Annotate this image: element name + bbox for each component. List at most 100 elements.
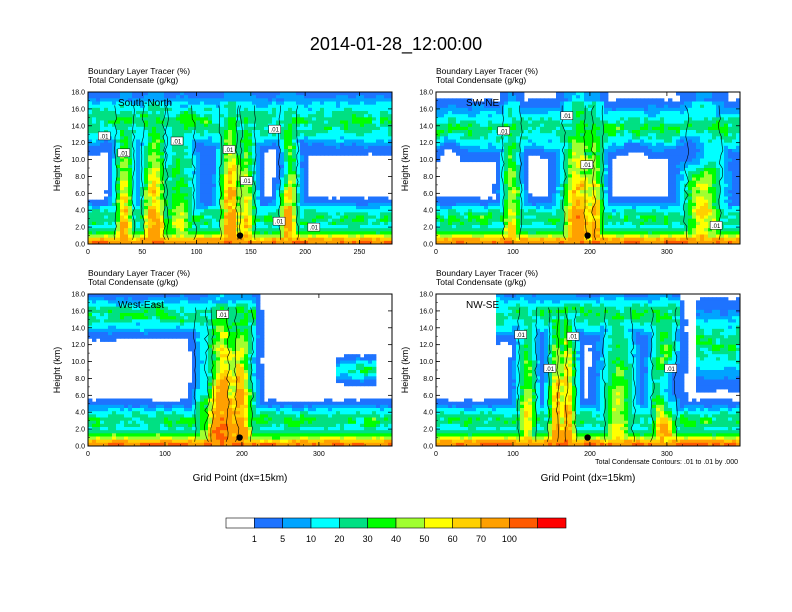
colorbar-swatch bbox=[395, 517, 425, 529]
colorbar-swatch bbox=[509, 517, 538, 529]
y-tick-label: 4.0 bbox=[423, 410, 433, 417]
panel-label: West-East bbox=[118, 300, 164, 311]
station-marker bbox=[584, 434, 591, 441]
x-tick-label: 200 bbox=[584, 451, 596, 458]
contour-label: .01 bbox=[563, 114, 572, 120]
y-tick-label: 16.0 bbox=[71, 308, 85, 315]
contour-footnote: Total Condensate Contours: .01 to .01 by… bbox=[595, 459, 738, 466]
y-tick-label: 16.0 bbox=[419, 106, 433, 113]
x-tick-label: 100 bbox=[159, 451, 171, 458]
y-tick-label: 6.0 bbox=[75, 393, 85, 400]
y-tick-label: 12.0 bbox=[71, 342, 85, 349]
panel-label: NW-SE bbox=[466, 300, 499, 311]
tracer-field bbox=[436, 92, 740, 244]
contour-label: .01 bbox=[219, 313, 228, 319]
y-tick-label: 18.0 bbox=[71, 90, 85, 97]
colorbar-label: 70 bbox=[476, 534, 486, 544]
x-tick-label: 0 bbox=[86, 249, 90, 256]
x-axis-label: Grid Point (dx=15km) bbox=[193, 473, 288, 484]
y-tick-label: 8.0 bbox=[423, 174, 433, 181]
panel-label: SW-NE bbox=[466, 98, 499, 109]
panel-tracer-title: Boundary Layer Tracer (%) bbox=[436, 268, 538, 278]
y-tick-label: 8.0 bbox=[423, 376, 433, 383]
x-tick-label: 200 bbox=[236, 451, 248, 458]
panel-condensate-title: Total Condensate (g/kg) bbox=[88, 75, 178, 85]
contour-label-box bbox=[566, 331, 580, 341]
x-tick-label: 150 bbox=[245, 249, 257, 256]
colorbar-label: 100 bbox=[502, 534, 517, 544]
contour-label-box bbox=[240, 176, 253, 185]
x-tick-label: 300 bbox=[661, 249, 673, 256]
colorbar-label: 1 bbox=[252, 534, 257, 544]
x-tick-label: 100 bbox=[191, 249, 203, 256]
y-tick-label: 10.0 bbox=[71, 157, 85, 164]
contour-label: .01 bbox=[667, 367, 676, 373]
y-tick-label: 12.0 bbox=[419, 342, 433, 349]
contour-label-box bbox=[98, 131, 111, 141]
colorbar-swatch bbox=[339, 517, 368, 529]
contour-label: .01 bbox=[271, 128, 280, 134]
colorbar-label: 60 bbox=[448, 534, 458, 544]
y-tick-label: 0.0 bbox=[423, 444, 433, 451]
y-tick-label: 12.0 bbox=[71, 140, 85, 147]
contour-label-box bbox=[170, 136, 184, 146]
contour-label: .01 bbox=[120, 151, 129, 157]
contour-label: .01 bbox=[310, 226, 319, 232]
x-tick-label: 0 bbox=[86, 451, 90, 458]
y-tick-label: 8.0 bbox=[75, 376, 85, 383]
tracer-field bbox=[436, 294, 740, 446]
y-tick-label: 6.0 bbox=[423, 191, 433, 198]
y-tick-label: 14.0 bbox=[419, 325, 433, 332]
contour-label: .01 bbox=[100, 134, 109, 140]
condensate-contours bbox=[516, 307, 678, 442]
contour-label-box bbox=[222, 145, 236, 154]
y-tick-label: 18.0 bbox=[419, 292, 433, 299]
y-axis-label: Height (km) bbox=[400, 347, 410, 394]
panel-condensate-title: Total Condensate (g/kg) bbox=[436, 75, 526, 85]
y-tick-label: 10.0 bbox=[419, 359, 433, 366]
y-tick-label: 14.0 bbox=[419, 123, 433, 130]
colorbar-swatch bbox=[367, 517, 397, 529]
panel-condensate-title: Total Condensate (g/kg) bbox=[436, 277, 526, 287]
contour-label: .01 bbox=[500, 129, 509, 135]
y-tick-label: 18.0 bbox=[419, 90, 433, 97]
contour-label-box bbox=[216, 310, 229, 319]
colorbar-swatch bbox=[537, 517, 567, 529]
colorbar-swatch bbox=[254, 517, 283, 529]
colorbar-swatch bbox=[452, 517, 482, 529]
colorbar-label: 30 bbox=[363, 534, 373, 544]
x-tick-label: 100 bbox=[507, 451, 519, 458]
contour-label: .01 bbox=[516, 333, 525, 339]
x-tick-label: 200 bbox=[584, 249, 596, 256]
y-tick-label: 2.0 bbox=[423, 225, 433, 232]
y-axis-label: Height (km) bbox=[52, 145, 62, 192]
panel-label: South-North bbox=[118, 98, 172, 109]
y-tick-label: 16.0 bbox=[419, 308, 433, 315]
y-tick-label: 6.0 bbox=[423, 393, 433, 400]
y-tick-label: 4.0 bbox=[75, 208, 85, 215]
contour-label: .01 bbox=[569, 335, 578, 341]
colorbar-label: 20 bbox=[334, 534, 344, 544]
y-tick-label: 0.0 bbox=[75, 444, 85, 451]
contour-label-box bbox=[514, 330, 527, 339]
x-tick-label: 200 bbox=[299, 249, 311, 256]
panel-condensate-title: Total Condensate (g/kg) bbox=[88, 277, 178, 287]
contour-label: .01 bbox=[583, 163, 592, 169]
colorbar-swatch bbox=[225, 517, 255, 529]
x-tick-label: 0 bbox=[434, 249, 438, 256]
x-tick-label: 0 bbox=[434, 451, 438, 458]
y-tick-label: 14.0 bbox=[71, 123, 85, 130]
x-tick-label: 50 bbox=[138, 249, 146, 256]
contour-label-box bbox=[664, 364, 677, 373]
y-tick-label: 14.0 bbox=[71, 325, 85, 332]
contour-label-box bbox=[580, 160, 594, 169]
colorbar-label: 10 bbox=[306, 534, 316, 544]
y-axis-label: Height (km) bbox=[52, 347, 62, 394]
y-tick-label: 6.0 bbox=[75, 191, 85, 198]
x-tick-label: 100 bbox=[507, 249, 519, 256]
y-tick-label: 4.0 bbox=[423, 208, 433, 215]
station-marker bbox=[236, 434, 243, 441]
contour-label: .01 bbox=[275, 220, 284, 226]
y-tick-label: 0.0 bbox=[75, 242, 85, 249]
